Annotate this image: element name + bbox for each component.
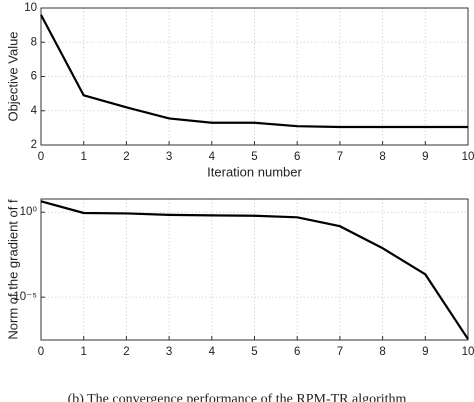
y-axis-label: Objective Value — [5, 31, 20, 121]
x-tick-label: 1 — [80, 151, 86, 163]
x-tick-label: 6 — [294, 346, 300, 358]
y-tick-label: 10 — [24, 2, 37, 14]
x-tick-label: 10 — [462, 346, 474, 358]
x-tick-label: 4 — [209, 346, 216, 358]
y-tick-label: 2 — [31, 139, 37, 151]
y-tick-label: 10⁰ — [20, 206, 38, 218]
x-tick-label: 1 — [80, 346, 86, 358]
x-tick-label: 10 — [462, 151, 474, 163]
x-tick-label: 9 — [422, 151, 428, 163]
x-tick-label: 5 — [251, 346, 257, 358]
x-tick-label: 2 — [123, 151, 129, 163]
data-line — [40, 200, 469, 340]
y-axis-label: Norm of the gradient of f — [5, 199, 20, 340]
x-tick-label: 6 — [294, 151, 300, 163]
x-tick-label: 3 — [166, 346, 172, 358]
x-tick-label: 0 — [38, 151, 44, 163]
y-tick-label: 4 — [31, 105, 38, 117]
data-line — [40, 14, 468, 129]
y-tick-label: 6 — [31, 71, 37, 83]
plot-frame — [40, 198, 469, 341]
x-tick-label: 7 — [337, 151, 343, 163]
x-tick-label: 3 — [166, 151, 172, 163]
x-tick-label: 4 — [209, 151, 216, 163]
x-tick-label: 9 — [422, 346, 428, 358]
x-tick-label: 2 — [123, 346, 129, 358]
x-tick-label: 0 — [38, 346, 44, 358]
x-tick-label: 8 — [379, 151, 385, 163]
y-tick-label: 8 — [31, 36, 37, 48]
plot-frame — [40, 7, 469, 146]
x-tick-label: 5 — [251, 151, 257, 163]
x-axis-label: Iteration number — [207, 164, 302, 179]
caption: (b) The convergence performance of the R… — [68, 392, 407, 402]
x-tick-label: 7 — [337, 346, 343, 358]
x-tick-label: 8 — [379, 346, 385, 358]
y-tick-label: 10⁻⁵ — [13, 291, 37, 303]
